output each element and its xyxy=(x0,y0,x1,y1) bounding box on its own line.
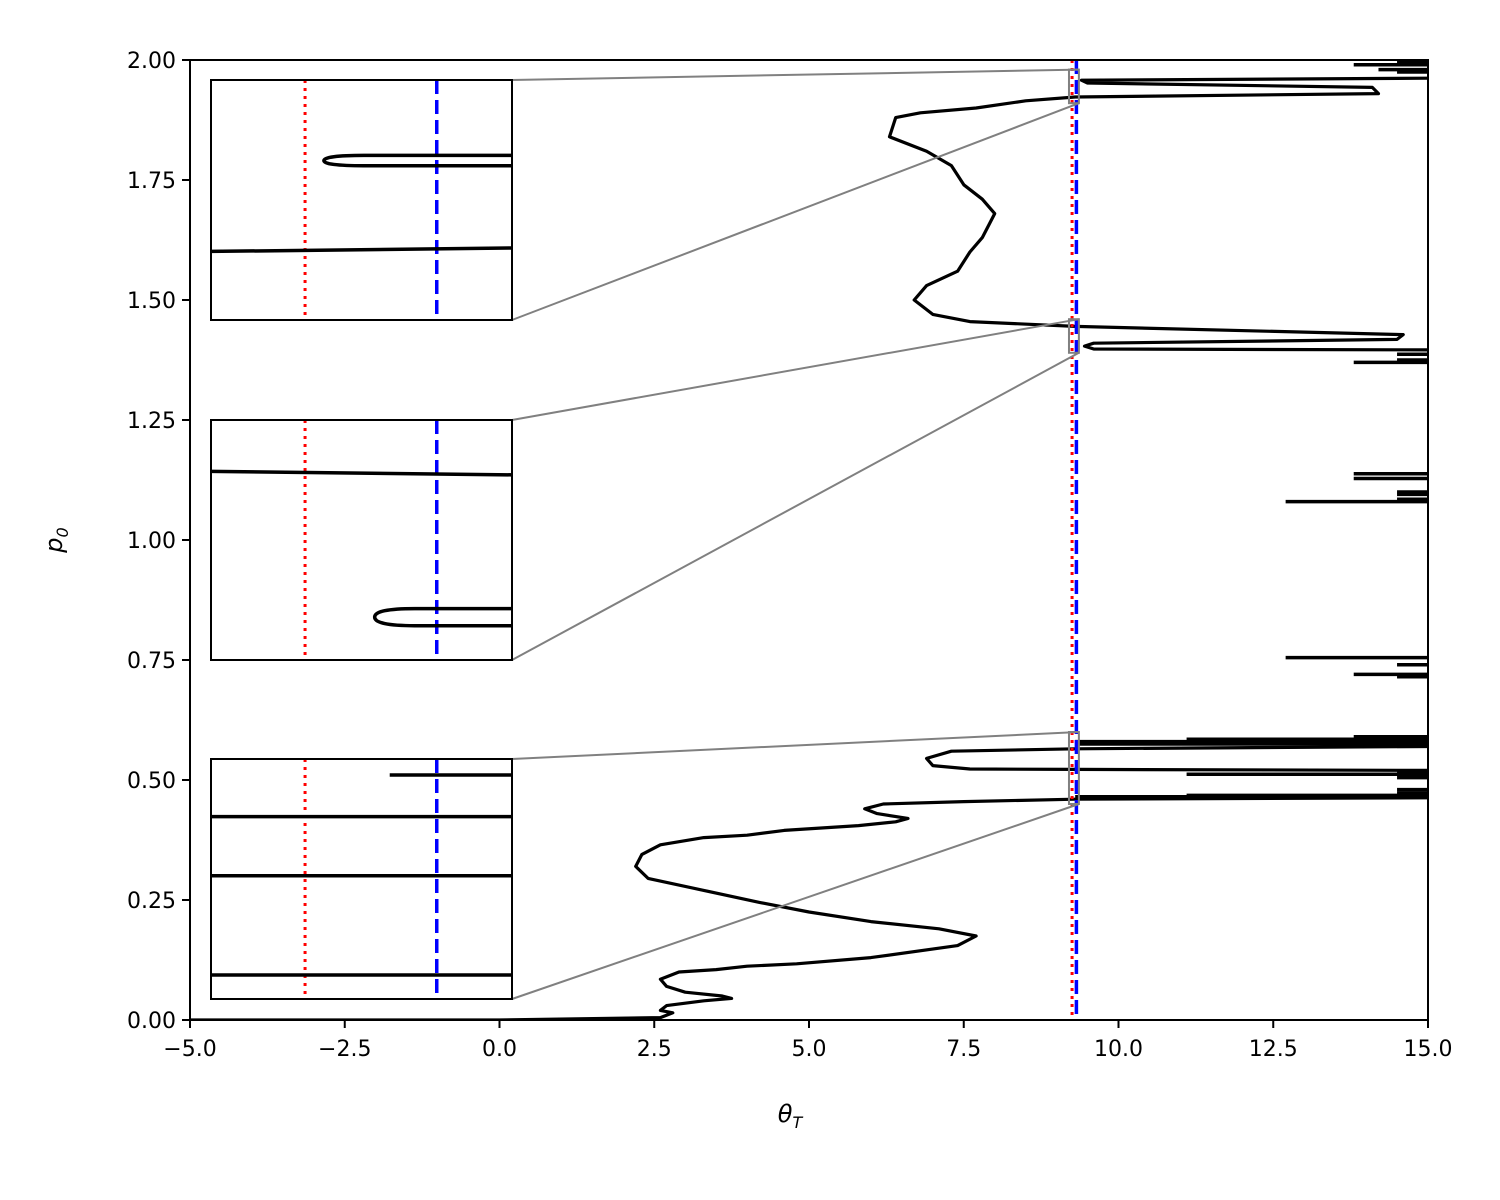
x-tick-label: 2.5 xyxy=(637,1037,672,1062)
y-tick-label: 1.00 xyxy=(127,529,176,554)
inset-curve-fold xyxy=(372,606,512,628)
y-tick-label: 1.50 xyxy=(127,289,176,314)
connector-line xyxy=(511,68,1079,81)
inset-2 xyxy=(210,419,513,661)
inset-background xyxy=(211,420,512,660)
y-tick-label: 0.75 xyxy=(127,649,176,674)
x-tick-label: 7.5 xyxy=(946,1037,981,1062)
inset-connectors xyxy=(511,68,1080,1000)
inset-plot xyxy=(211,80,512,320)
connector-line xyxy=(511,803,1080,1000)
inset-frame xyxy=(210,758,513,1000)
inset-plot xyxy=(211,759,512,999)
x-tick-label: 15.0 xyxy=(1404,1037,1453,1062)
inset-plot xyxy=(211,420,512,660)
inset-background xyxy=(211,80,512,320)
x-tick-label: 12.5 xyxy=(1249,1037,1298,1062)
y-axis-label: p0 xyxy=(40,527,72,553)
inset-curve xyxy=(211,246,512,254)
inset-curve-fold xyxy=(322,153,512,168)
series-line-1 xyxy=(190,796,1428,1020)
y-tick-label: 1.75 xyxy=(127,169,176,194)
x-tick-label: −2.5 xyxy=(318,1037,371,1062)
connector-line xyxy=(511,351,1080,661)
y-tick-label: 0.00 xyxy=(127,1009,176,1034)
connector-line xyxy=(511,318,1080,421)
connector-line xyxy=(511,102,1080,321)
x-tick-label: −5.0 xyxy=(163,1037,216,1062)
inset-background xyxy=(211,759,512,999)
series-line-3 xyxy=(887,76,1428,352)
y-tick-label: 0.25 xyxy=(127,889,176,914)
y-tick-label: 2.00 xyxy=(127,49,176,74)
axes: −5.0 −2.5 0.0 2.5 5.0 7.5 10.0 12.5 15.0 0.00 0.25… xyxy=(127,49,1452,1062)
x-tick-label: 5.0 xyxy=(792,1037,827,1062)
x-axis-label: θT xyxy=(778,1100,804,1132)
insets xyxy=(210,79,513,1000)
x-tick-label: 10.0 xyxy=(1094,1037,1143,1062)
inset-1 xyxy=(210,79,513,321)
connector-line xyxy=(511,731,1079,760)
y-tick-label: 1.25 xyxy=(127,409,176,434)
main-plot-area xyxy=(190,60,1428,1020)
inset-curve xyxy=(211,469,512,477)
inset-frame xyxy=(210,419,513,661)
x-tick-label: 0.0 xyxy=(482,1037,517,1062)
y-tick-label: 0.50 xyxy=(127,769,176,794)
inset-frame xyxy=(210,79,513,321)
series-line-2 xyxy=(925,744,1428,772)
inset-3 xyxy=(210,758,513,1000)
